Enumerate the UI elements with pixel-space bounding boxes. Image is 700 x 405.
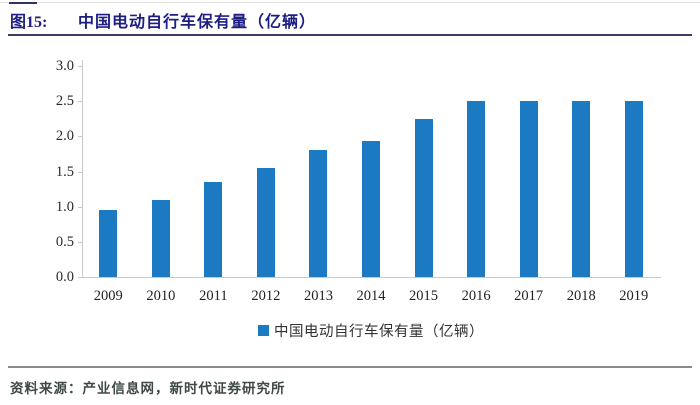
bar-slot [502, 66, 555, 277]
y-axis-tick-mark [78, 277, 82, 278]
legend-square-icon [258, 325, 269, 336]
bar-slot [345, 66, 398, 277]
y-axis-tick-mark [78, 241, 82, 243]
y-axis-tick-mark [78, 171, 82, 173]
y-axis-tick-mark [78, 66, 82, 67]
plot-area [82, 66, 660, 277]
figure-header: 图15: 中国电动自行车保有量（亿辆） [10, 8, 690, 32]
bar-slot [135, 66, 188, 277]
y-axis-tick-label: 2.5 [55, 93, 74, 110]
x-axis-label: 2019 [619, 288, 649, 304]
x-axis-label: 2014 [356, 288, 386, 304]
bar-slot [187, 66, 240, 277]
bar-slot [607, 66, 660, 277]
x-axis-label: 2016 [461, 288, 491, 304]
footer-separator [8, 366, 692, 368]
y-axis-line [82, 60, 83, 278]
y-axis-tick-label: 0.5 [55, 233, 74, 250]
bar-slot [240, 66, 293, 277]
x-axis-label: 2011 [199, 288, 228, 304]
bar [572, 101, 591, 277]
top-border-segment [9, 2, 37, 4]
x-axis-labels: 2009 2010 2011 2012 2013 2014 2015 2016 2017 2018… [82, 288, 660, 305]
y-axis-tick-mark [78, 136, 82, 138]
figure-label: 图15: [10, 14, 48, 31]
bar [99, 210, 118, 277]
x-axis-label: 2015 [409, 288, 439, 304]
y-axis-labels: 3.0 2.5 2.0 1.5 1.0 0.5 0.0 [0, 0, 74, 360]
x-axis-label: 2013 [303, 288, 333, 304]
bar [309, 150, 328, 277]
bar [151, 200, 170, 277]
y-axis-tick-mark [78, 206, 82, 208]
bar-slot [450, 66, 503, 277]
y-axis-tick-mark [78, 101, 82, 103]
bar-slot [555, 66, 608, 277]
bar [519, 101, 538, 277]
chart-legend: 中国电动自行车保有量（亿辆） [82, 320, 660, 341]
bar [414, 119, 433, 277]
bar [362, 141, 380, 277]
x-axis-label: 2012 [251, 288, 281, 304]
bar-slot [292, 66, 345, 277]
bar-slot [82, 66, 135, 277]
y-axis-tick-label: 1.5 [55, 163, 74, 180]
source-text: 资料来源：产业信息网，新时代证券研究所 [10, 381, 286, 396]
x-axis-label: 2018 [566, 288, 596, 304]
top-border-line [0, 2, 700, 3]
bar-slot [397, 66, 450, 277]
figure-title: 中国电动自行车保有量（亿辆） [78, 14, 317, 31]
x-axis-line [82, 277, 661, 278]
y-axis-tick-label: 1.0 [55, 198, 74, 215]
bar [256, 168, 275, 277]
bar [204, 182, 223, 277]
bar [624, 101, 643, 277]
x-axis-label: 2017 [514, 288, 544, 304]
y-axis-tick-label: 2.0 [55, 128, 74, 145]
x-axis-label: 2009 [93, 288, 123, 304]
title-underline [8, 34, 692, 36]
legend-label: 中国电动自行车保有量（亿辆） [274, 324, 484, 340]
x-axis-label: 2010 [146, 288, 176, 304]
bar-chart: 3.0 2.5 2.0 1.5 1.0 0.5 0.0 2009 2010 2011 2012 20… [0, 0, 661, 360]
y-axis-tick-label: 0.0 [55, 269, 74, 285]
y-axis-tick-label: 3.0 [55, 58, 74, 74]
bar [467, 101, 486, 277]
